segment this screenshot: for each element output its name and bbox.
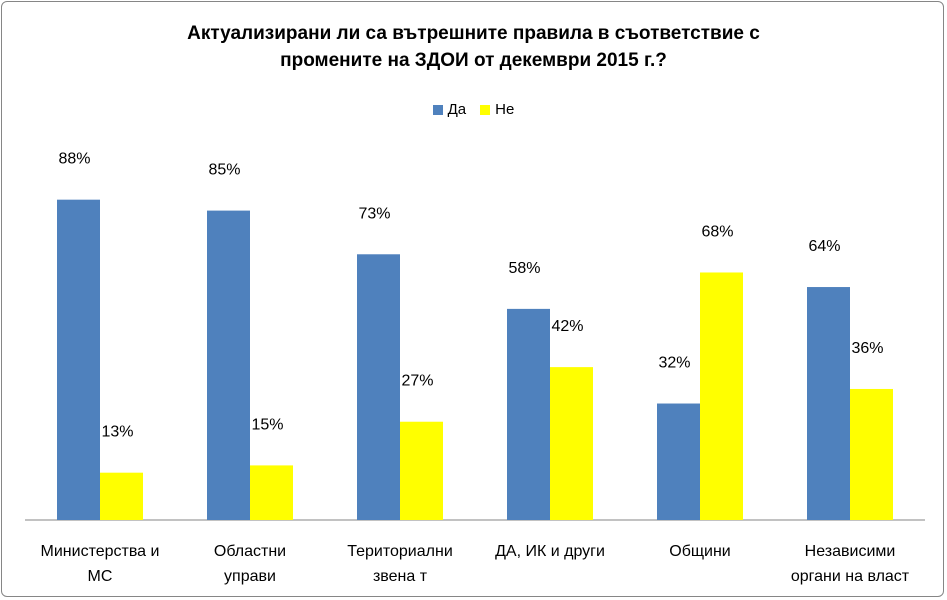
category-label: ДА, ИК и други (495, 543, 605, 560)
bar-yes (207, 210, 250, 520)
category-label: органи на власт (791, 568, 910, 585)
data-label-no: 15% (251, 416, 283, 433)
legend-swatch-yes (432, 104, 443, 115)
category-label: Териториални (347, 543, 453, 560)
data-label-yes: 58% (508, 260, 540, 277)
bar-yes (807, 287, 850, 520)
data-label-yes: 88% (58, 151, 90, 168)
legend-label-yes: Да (447, 101, 467, 118)
data-label-no: 13% (101, 424, 133, 441)
data-label-yes: 64% (808, 238, 840, 255)
data-label-yes: 85% (208, 162, 240, 179)
bar-no (100, 472, 143, 520)
category-label: Независими (805, 543, 896, 560)
category-label: Общини (669, 543, 730, 560)
bar-yes (657, 403, 700, 520)
category-label: Областни (214, 543, 286, 560)
chart-title: Актуализирани ли са вътрешните правила в… (0, 20, 947, 74)
category-label: Министерства и (41, 543, 160, 560)
legend: Да Не (0, 101, 947, 118)
legend-label-no: Не (495, 101, 515, 118)
category-label: МС (88, 568, 113, 585)
data-label-no: 42% (551, 318, 583, 335)
data-label-no: 27% (401, 373, 433, 390)
title-line-1: Актуализирани ли са вътрешните правила в… (187, 23, 760, 44)
bar-no (400, 421, 443, 520)
legend-item-no: Не (480, 101, 514, 118)
title-line-2: промените на ЗДОИ от декември 2015 г.? (280, 50, 667, 71)
data-label-no: 36% (851, 340, 883, 357)
data-label-yes: 73% (358, 205, 390, 222)
category-label: управи (224, 568, 276, 585)
bar-yes (357, 254, 400, 520)
category-label: звена т (373, 568, 428, 585)
legend-item-yes: Да (432, 101, 467, 118)
data-label-no: 68% (701, 223, 733, 240)
bar-no (700, 272, 743, 520)
legend-swatch-no (480, 104, 491, 115)
bar-no (550, 367, 593, 520)
data-label-yes: 32% (658, 355, 690, 372)
bar-no (850, 388, 893, 520)
bar-yes (57, 199, 100, 520)
bar-yes (507, 308, 550, 520)
bar-no (250, 465, 293, 520)
